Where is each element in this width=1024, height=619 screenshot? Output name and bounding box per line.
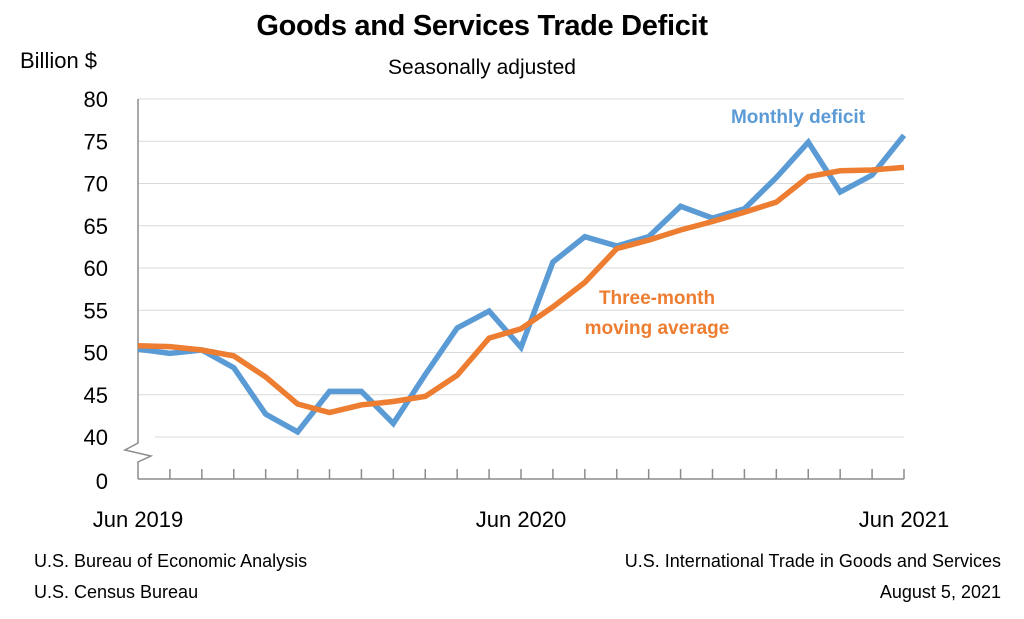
y-tick-label: 75 bbox=[84, 129, 108, 154]
annotation-monthly-deficit: Monthly deficit bbox=[731, 107, 866, 128]
series-line-monthly-deficit bbox=[137, 133, 907, 436]
y-tick-label: 50 bbox=[84, 341, 108, 366]
gridlines bbox=[138, 98, 904, 438]
axes bbox=[122, 99, 905, 480]
y-tick-label: 45 bbox=[84, 383, 108, 408]
series-lines bbox=[137, 133, 907, 436]
chart-subtitle: Seasonally adjusted bbox=[388, 56, 576, 79]
y-tick-labels: 80 75 70 65 60 55 50 45 40 0 bbox=[84, 87, 108, 494]
x-tick-label: Jun 2019 bbox=[93, 507, 184, 532]
series-line-moving-average bbox=[137, 164, 905, 416]
chart-title: Goods and Services Trade Deficit bbox=[256, 10, 708, 42]
annotation-moving-average-line2: moving average bbox=[585, 318, 730, 339]
y-tick-label: 65 bbox=[84, 214, 108, 239]
y-tick-label: 60 bbox=[84, 256, 108, 281]
annotation-moving-average-line1: Three-month bbox=[599, 288, 715, 309]
y-axis-unit-label: Billion $ bbox=[20, 48, 98, 73]
footer-release-title: U.S. International Trade in Goods and Se… bbox=[624, 551, 1001, 571]
footer-source-census: U.S. Census Bureau bbox=[34, 582, 199, 602]
y-tick-label-zero: 0 bbox=[96, 469, 108, 494]
footer-release-date: August 5, 2021 bbox=[879, 582, 1001, 602]
y-axis-with-break bbox=[122, 99, 154, 479]
y-tick-label: 70 bbox=[84, 172, 108, 197]
x-tick-label: Jun 2020 bbox=[476, 507, 567, 532]
x-tick-label: Jun 2021 bbox=[859, 507, 950, 532]
y-tick-label: 80 bbox=[84, 87, 108, 112]
y-tick-label: 55 bbox=[84, 298, 108, 323]
footer-source-bea: U.S. Bureau of Economic Analysis bbox=[34, 551, 308, 571]
x-tick-labels: Jun 2019 Jun 2020 Jun 2021 bbox=[93, 507, 950, 532]
y-tick-label: 40 bbox=[84, 425, 108, 450]
